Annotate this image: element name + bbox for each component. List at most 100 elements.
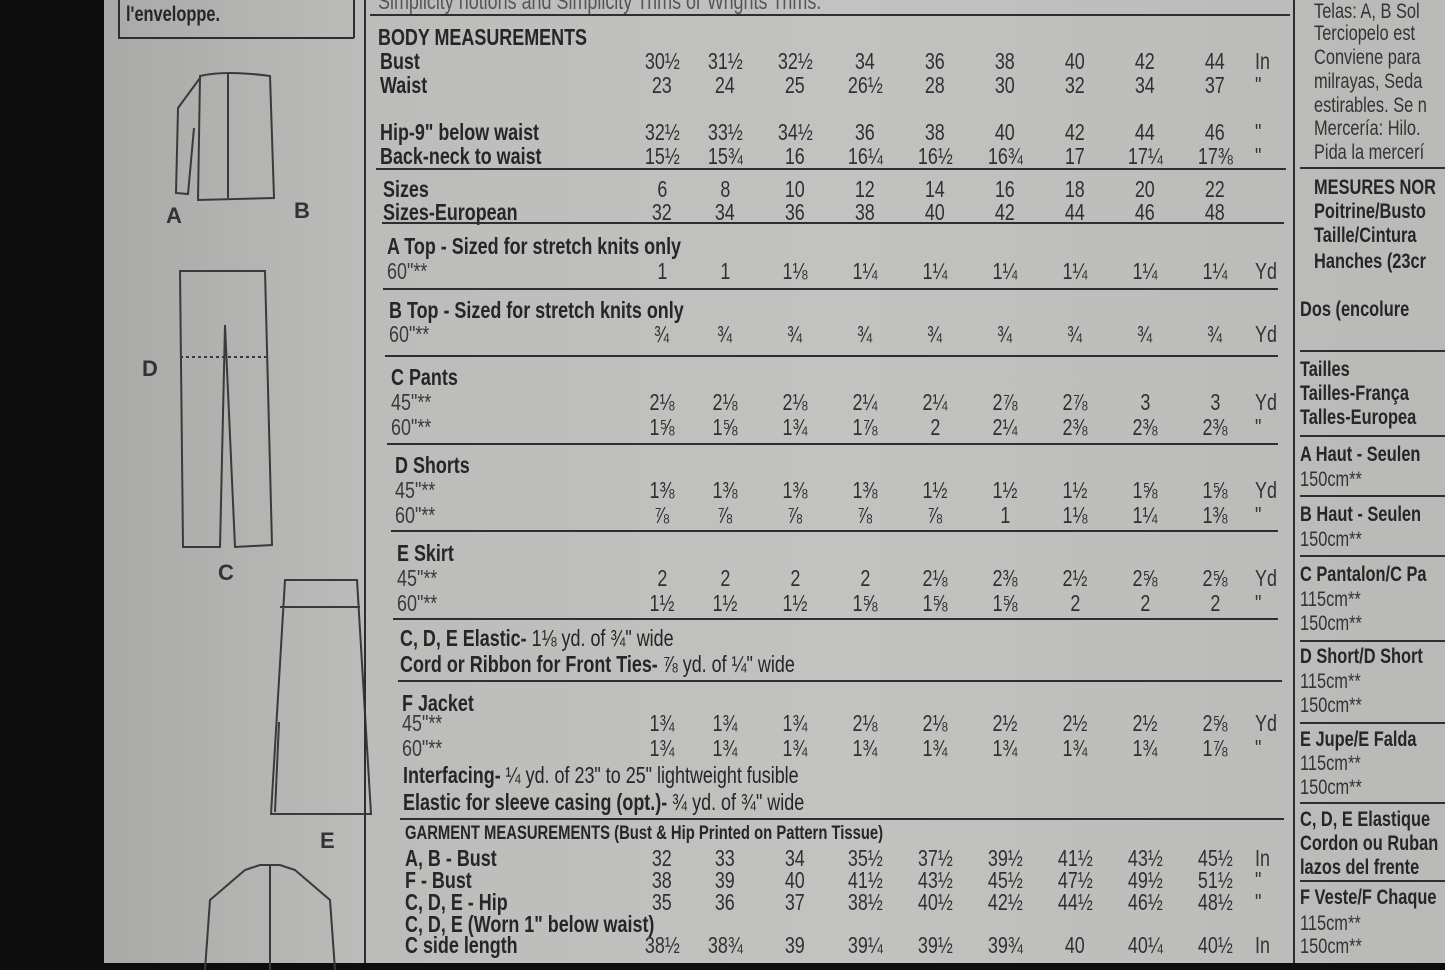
right-panel-line: 150cm** [1300, 694, 1379, 718]
right-panel-line-text: 150cm** [1300, 935, 1362, 958]
notion-label: Elastic for sleeve casing (opt.)- [403, 789, 668, 815]
cell-value-text: 2¼ [992, 414, 1018, 440]
cell-value-text: 39¼ [847, 932, 883, 958]
cell-value-text: 1 [1000, 502, 1010, 528]
cell-value-text: 2⅛ [852, 710, 878, 736]
cell-value-text: 38 [855, 199, 875, 225]
row-label: 60"** [387, 258, 439, 285]
cell-value-text: 16¼ [847, 143, 883, 169]
unit-label: Yd [1255, 258, 1283, 285]
right-panel-line-text: Talles-Europea [1300, 406, 1417, 429]
cell-value-text: 32½ [644, 119, 680, 145]
cell-value-text: 40 [1065, 932, 1085, 958]
cell-value: 40 [760, 867, 830, 894]
cell-value-text: 37½ [917, 845, 953, 871]
cell-value-text: 39 [715, 867, 735, 893]
cell-value: 32 [627, 199, 697, 226]
right-panel-line-text: estirables. Se n [1314, 94, 1427, 117]
right-panel-line: 115cm** [1300, 588, 1378, 612]
unit-label-text: Yd [1255, 565, 1277, 591]
cell-value: 34 [690, 199, 760, 226]
cell-value-text: 2⅜ [1132, 414, 1158, 440]
cell-value: 45½ [970, 867, 1040, 894]
cell-value-text: 2⅛ [649, 389, 675, 415]
cell-value: 1⅞ [1180, 735, 1250, 762]
jacket-illustration [204, 864, 336, 970]
right-panel-line: Poitrine/Busto [1314, 200, 1445, 224]
cell-value-text: 1⅜ [712, 477, 738, 503]
cell-value: 1⅜ [830, 477, 900, 504]
unit-label-text: " [1255, 735, 1262, 761]
row-divider [400, 818, 1284, 820]
cell-value: 2⅝ [1180, 710, 1250, 737]
cell-value-text: 1⅜ [782, 477, 808, 503]
pants-illustration [178, 270, 274, 549]
cell-value-text: 1 [720, 258, 730, 284]
row-label: 60"** [389, 321, 441, 348]
cell-value-text: 1¾ [852, 735, 878, 761]
cell-value: 31½ [690, 48, 760, 75]
cell-value-text: 1⅞ [1202, 735, 1228, 761]
cell-value: 2⅛ [627, 389, 697, 416]
cell-value-text: 42 [995, 199, 1015, 225]
cell-value: 1⅜ [690, 477, 760, 504]
cell-value-text: 1⅝ [922, 590, 948, 616]
cell-value-text: 26½ [847, 72, 883, 98]
cell-value: 1⅜ [1180, 502, 1250, 529]
cell-value: 46 [1180, 119, 1250, 146]
notion-label: Interfacing- [403, 762, 501, 788]
right-panel-line-text: Cordon ou Ruban [1300, 832, 1439, 855]
cell-value-text: 2 [1070, 590, 1080, 616]
cell-value-text: 1⅛ [1062, 502, 1088, 528]
cell-value-text: 46 [1205, 119, 1225, 145]
cell-value: 44 [1110, 119, 1180, 146]
cell-value-text: 2⅜ [992, 565, 1018, 591]
cell-value: 17⅜ [1180, 143, 1250, 170]
cell-value-text: 16 [785, 143, 805, 169]
cell-value: 38½ [830, 889, 900, 916]
right-panel-line: D Short/D Short [1300, 645, 1445, 669]
right-panel-line: B Haut - Seulen [1300, 503, 1445, 527]
notion-line-text: Elastic for sleeve casing (opt.)- ¾ yd. … [403, 789, 804, 816]
cell-value-text: 1⅝ [649, 414, 675, 440]
row-label: 60"** [397, 590, 449, 617]
cell-value: 1 [970, 502, 1040, 529]
cell-value-text: 2½ [992, 710, 1018, 736]
right-panel-line: Hanches (23cr [1314, 250, 1445, 274]
view-title: E Skirt [397, 540, 470, 567]
cell-value-text: 25 [785, 72, 805, 98]
cell-value: 30½ [627, 48, 697, 75]
cell-value-text: 39¾ [987, 932, 1023, 958]
notion-line: Interfacing- ¼ yd. of 23" to 25" lightwe… [403, 762, 910, 789]
cell-value-text: 36 [925, 48, 945, 74]
row-label-text: C side length [405, 932, 518, 958]
right-panel-line-text: 115cm** [1300, 588, 1361, 611]
cell-value-text: 44½ [1057, 889, 1093, 915]
cell-value: 1⅝ [970, 590, 1040, 617]
cell-value: 43½ [900, 867, 970, 894]
cell-value-text: 36 [785, 199, 805, 225]
cell-value-text: 2 [930, 414, 940, 440]
cell-value-text: 1⅞ [852, 414, 878, 440]
cell-value-text: 22 [1205, 176, 1225, 202]
cell-value-text: 47½ [1057, 867, 1093, 893]
cell-value: 2⅛ [760, 389, 830, 416]
cell-value: 16½ [900, 143, 970, 170]
cell-value-text: 34 [855, 48, 875, 74]
right-panel-line: 150cm** [1300, 776, 1379, 800]
right-panel-line-text: Mercería: Hilo. [1314, 117, 1421, 140]
row-divider [382, 222, 1284, 224]
cell-value: 32½ [760, 48, 830, 75]
cell-value-text: 42 [1135, 48, 1155, 74]
cell-value: 42½ [970, 889, 1040, 916]
cell-value-text: 43½ [917, 867, 953, 893]
row-label-text: 45"** [391, 389, 432, 415]
notion-label: Cord or Ribbon for Front Ties- [400, 651, 658, 677]
row-divider [1300, 167, 1445, 169]
right-panel-line-text: milrayas, Seda [1314, 70, 1423, 93]
cell-value-text: 1¾ [1062, 735, 1088, 761]
cell-value: 39¾ [970, 932, 1040, 959]
cell-value-text: 1¾ [992, 735, 1018, 761]
cell-value: 38½ [627, 932, 697, 959]
cell-value: 1⅛ [760, 258, 830, 285]
